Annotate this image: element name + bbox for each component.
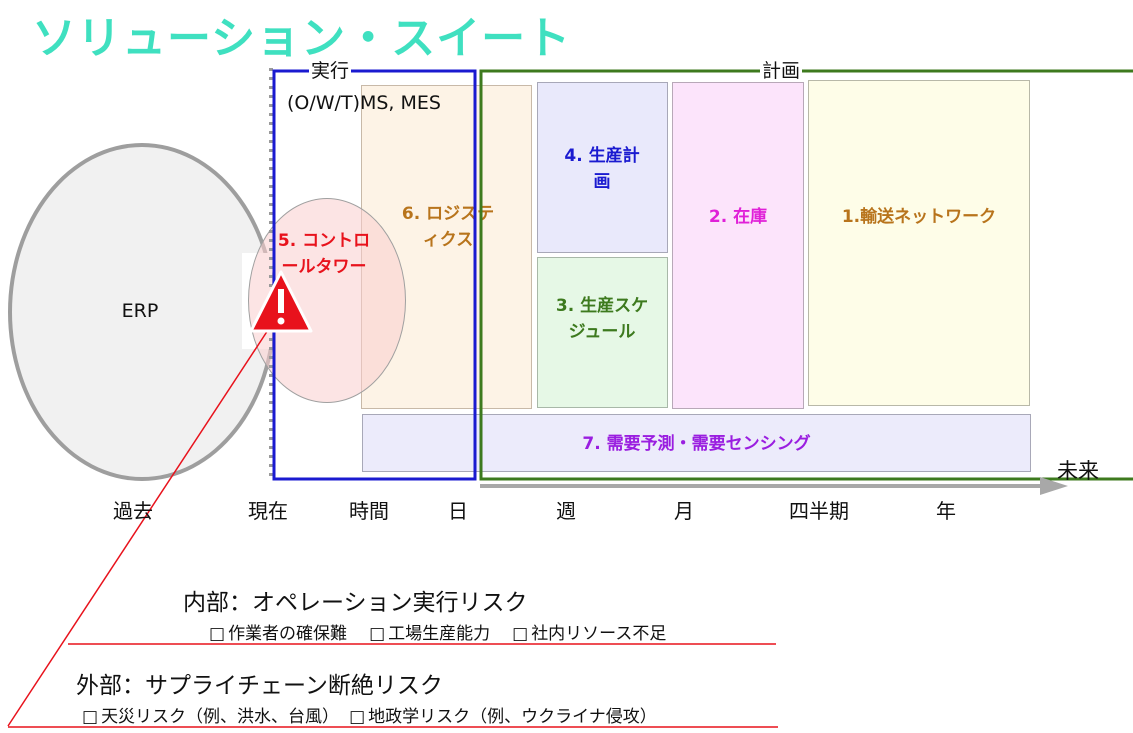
production-planning-box bbox=[537, 82, 668, 253]
external-risk-heading: 外部：サプライチェーン断絶リスク bbox=[76, 673, 443, 699]
execution-frame-label: 実行 bbox=[309, 60, 352, 82]
tick-week: 週 bbox=[556, 499, 576, 523]
internal-risk-item: 社内リソース不足 bbox=[512, 619, 666, 644]
internal-risk-items: 作業者の確保難 工場生産能力 社内リソース不足 bbox=[209, 619, 666, 644]
time-axis-arrowhead bbox=[1040, 477, 1068, 495]
tick-now: 現在 bbox=[248, 499, 288, 523]
tick-past: 過去 bbox=[113, 499, 153, 523]
planning-frame bbox=[479, 69, 1133, 481]
wms-mes-label: (O/W/T)MS, MES bbox=[287, 92, 441, 114]
tick-hour: 時間 bbox=[349, 499, 389, 523]
demand-forecasting-label: 7. 需要予測・需要センシング bbox=[582, 434, 811, 454]
erp-ellipse bbox=[8, 143, 276, 481]
production-scheduling-box bbox=[537, 257, 668, 408]
tick-year: 年 bbox=[936, 499, 956, 523]
erp-label: ERP bbox=[121, 300, 159, 322]
execution-frame bbox=[272, 69, 477, 481]
planning-frame-label: 計画 bbox=[760, 60, 803, 82]
transport-network-box bbox=[808, 80, 1030, 406]
production-planning-label: 4. 生産計画 bbox=[564, 146, 640, 192]
external-risk-item: 天災リスク（例、洪水、台風） bbox=[82, 702, 339, 727]
inventory-box bbox=[672, 82, 804, 409]
logistics-label: 6. ロジスティクス bbox=[401, 204, 495, 250]
tick-day: 日 bbox=[448, 499, 468, 523]
transport-network-label: 1.輸送ネットワーク bbox=[841, 207, 997, 227]
tick-quarter: 四半期 bbox=[789, 499, 849, 523]
future-label: 未来 bbox=[1057, 459, 1099, 483]
tick-month: 月 bbox=[674, 499, 694, 523]
risk-pointer-line bbox=[7, 329, 269, 727]
page-title: ソリューション・スイート bbox=[32, 13, 572, 64]
inventory-label: 2. 在庫 bbox=[708, 207, 768, 227]
external-risk-item: 地政学リスク（例、ウクライナ侵攻） bbox=[349, 702, 657, 727]
external-risk-items: 天災リスク（例、洪水、台風） 地政学リスク（例、ウクライナ侵攻） bbox=[82, 702, 657, 727]
production-scheduling-label: 3. 生産スケジュール bbox=[555, 296, 649, 342]
internal-risk-heading: 内部：オペレーション実行リスク bbox=[183, 590, 528, 616]
internal-risk-item: 工場生産能力 bbox=[369, 619, 490, 644]
internal-risk-item: 作業者の確保難 bbox=[209, 619, 347, 644]
